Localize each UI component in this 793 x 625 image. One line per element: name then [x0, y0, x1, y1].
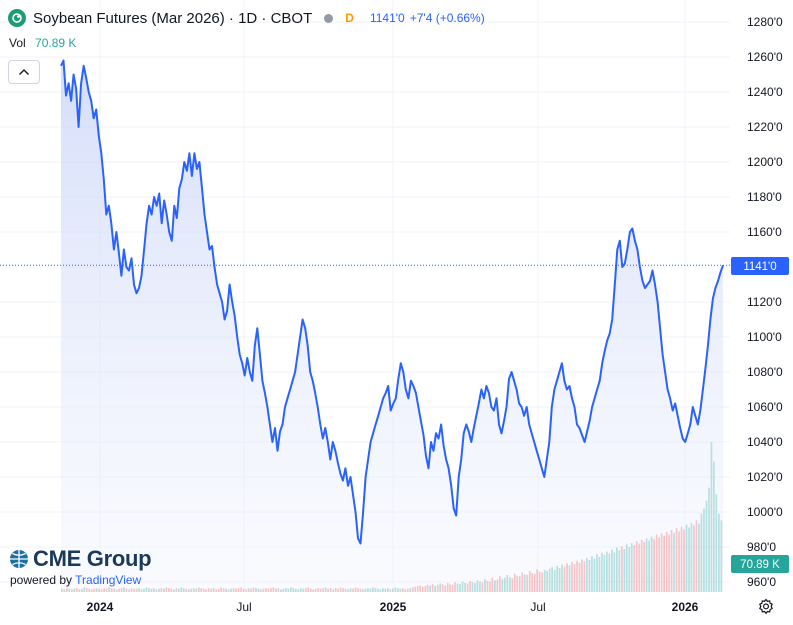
y-tick-label: 1100'0 [747, 330, 782, 344]
volume-tag: 70.89 K [731, 555, 789, 573]
y-tick-label: 1000'0 [747, 505, 783, 519]
y-tick-label: 1040'0 [747, 435, 783, 449]
last-price-tag: 1141'0 [731, 257, 789, 275]
y-tick-label: 1060'0 [747, 400, 783, 414]
y-tick-label: 980'0 [747, 540, 776, 554]
y-tick-label: 1180'0 [747, 190, 782, 204]
price-change: +7'4 (+0.66%) [409, 11, 485, 25]
price-area-fill [61, 60, 723, 592]
y-tick-label: 1080'0 [747, 365, 783, 379]
x-axis[interactable]: 2024 Jul 2025 Jul 2026 [87, 600, 699, 614]
delayed-data-flag[interactable]: D [345, 11, 354, 25]
x-tick-label: Jul [530, 600, 545, 614]
symbol-title[interactable]: Soybean Futures (Mar 2026) · 1D · CBOT [33, 9, 313, 27]
last-price-label: 1141'0 [743, 261, 776, 273]
y-axis[interactable]: 1280'0 1260'0 1240'0 1220'0 1200'0 1180'0 1160… [747, 15, 783, 589]
price-line [60, 59, 724, 545]
y-tick-label: 1260'0 [747, 50, 783, 64]
volume-label: Vol [9, 36, 26, 50]
brand-watermark[interactable]: CME Group powered by TradingView [8, 546, 152, 587]
y-tick-label: 960'0 [747, 575, 776, 589]
brand-name: CME Group [33, 546, 152, 571]
provider-text: TradingView [75, 573, 142, 587]
volume-legend: Vol 70.89 K [9, 36, 76, 50]
soybean-logo-icon [8, 9, 26, 27]
chart-header: Soybean Futures (Mar 2026) · 1D · CBOT D… [8, 8, 485, 28]
powered-by-text: powered by [10, 573, 73, 587]
y-tick-label: 1200'0 [747, 155, 783, 169]
cme-globe-icon [10, 550, 28, 568]
y-tick-label: 1220'0 [747, 120, 783, 134]
volume-value: 70.89 K [35, 36, 77, 50]
gear-icon[interactable] [757, 598, 775, 616]
last-price-value: 1141'0 [369, 11, 405, 25]
chevron-up-icon [19, 69, 29, 75]
x-tick-label: 2026 [672, 600, 699, 614]
market-status-icon [324, 13, 334, 23]
y-tick-label: 1120'0 [747, 295, 782, 309]
x-tick-label: Jul [236, 600, 251, 614]
volume-tag-label: 70.89 K [740, 559, 780, 571]
y-tick-label: 1280'0 [747, 15, 783, 29]
x-tick-label: 2024 [87, 600, 114, 614]
x-tick-label: 2025 [380, 600, 407, 614]
collapse-legend-button[interactable] [8, 60, 40, 84]
y-tick-label: 1160'0 [747, 225, 782, 239]
y-tick-label: 1020'0 [747, 470, 783, 484]
y-tick-label: 1240'0 [747, 85, 783, 99]
